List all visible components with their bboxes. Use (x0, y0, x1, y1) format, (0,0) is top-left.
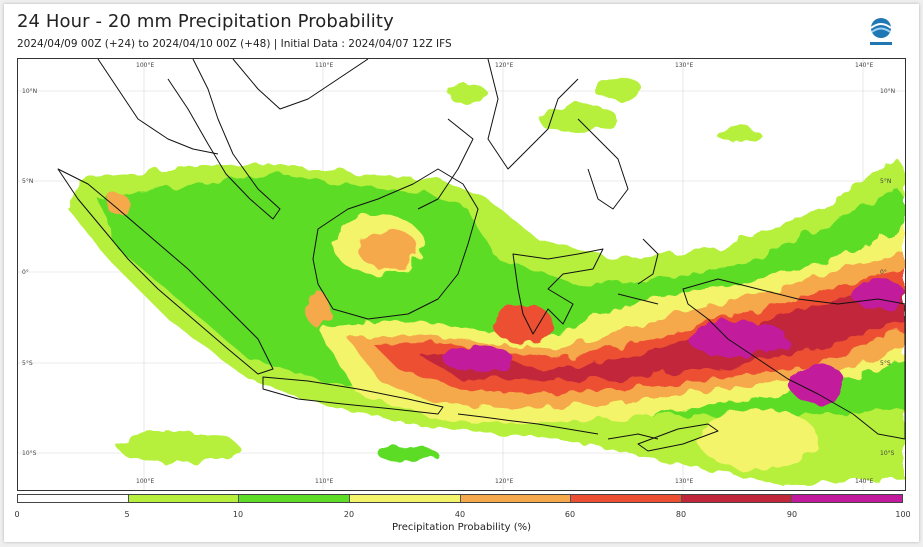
lon-label-top-1: 100°E (136, 62, 155, 69)
colorbar-bin-60-80 (570, 495, 681, 502)
colorbar-bin-10-20 (238, 495, 349, 502)
colorbar-bin-90-100 (791, 495, 902, 502)
lat-label-right-5: 10°S (880, 450, 895, 457)
colorbar-tick-20: 20 (343, 510, 355, 519)
colorbar-tick-80: 80 (675, 510, 687, 519)
lon-label-bottom-4: 130°E (675, 478, 694, 485)
lon-label-top-2: 110°E (315, 62, 334, 69)
lat-label-left-2: 5°N (22, 178, 34, 185)
colorbar-bin-80-90 (680, 495, 792, 502)
colorbar-tick-60: 60 (564, 510, 576, 519)
colorbar-tick-10: 10 (232, 510, 244, 519)
lon-label-top-5: 140°E (855, 62, 874, 69)
lat-label-right-2: 5°N (880, 178, 892, 185)
field-90-100 (443, 278, 904, 404)
lat-label-left-1: 10°N (22, 88, 38, 95)
colorbar (17, 494, 903, 503)
lat-label-right-4: 5°S (880, 360, 891, 367)
colorbar-tick-0: 0 (14, 510, 20, 519)
lon-label-top-4: 130°E (675, 62, 694, 69)
colorbar-title: Precipitation Probability (%) (391, 522, 532, 533)
colorbar-tick-100: 100 (895, 510, 911, 519)
lon-label-bottom-2: 110°E (315, 478, 334, 485)
colorbar-bin-5-10 (127, 495, 239, 502)
chart-title: 24 Hour - 20 mm Precipitation Probabilit… (17, 11, 394, 32)
lon-label-bottom-3: 120°E (495, 478, 514, 485)
colorbar-tick-5: 5 (124, 510, 130, 519)
probability-field (68, 79, 905, 484)
colorbar-tick-90: 90 (786, 510, 798, 519)
lat-label-right-1: 10°N (880, 88, 896, 95)
lon-label-bottom-1: 100°E (136, 478, 155, 485)
lat-label-right-3: 0° (880, 269, 887, 276)
colorbar-bin-40-60 (459, 495, 571, 502)
map-canvas (18, 59, 905, 490)
lon-label-top-3: 120°E (495, 62, 514, 69)
lon-label-bottom-5: 140°E (855, 478, 874, 485)
colorbar-bin-0-5 (18, 495, 128, 502)
agency-logo-icon (870, 18, 892, 45)
chart-subtitle: 2024/04/09 00Z (+24) to 2024/04/10 00Z (… (17, 38, 452, 50)
colorbar-bin-20-40 (348, 495, 460, 502)
lat-label-left-4: 5°S (22, 360, 33, 367)
colorbar-tick-40: 40 (454, 510, 466, 519)
precipitation-map: 100°E 110°E 120°E 130°E 140°E 100°E 110°… (17, 58, 906, 491)
lat-label-left-5: 10°S (22, 450, 37, 457)
lat-label-left-3: 0° (22, 269, 29, 276)
coastlines (57, 59, 905, 452)
